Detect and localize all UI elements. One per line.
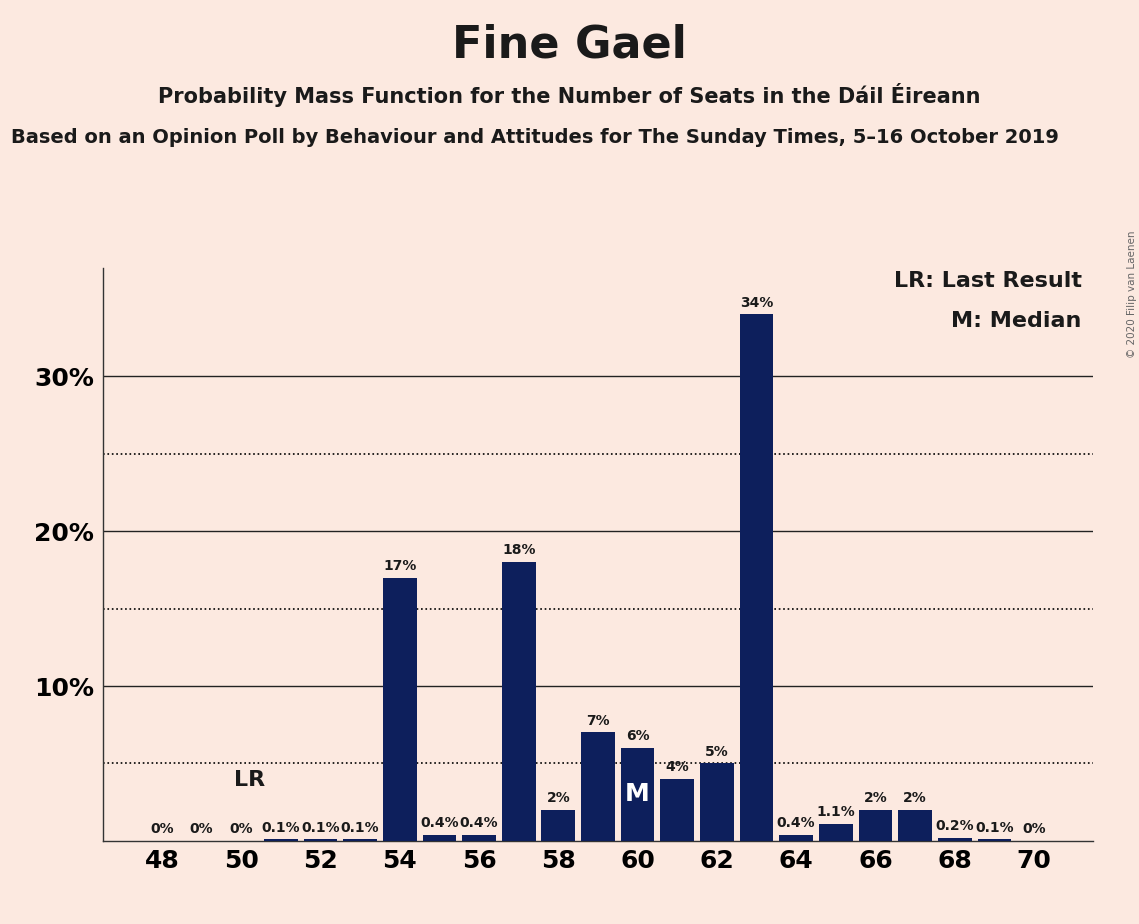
Text: LR: LR <box>233 770 264 790</box>
Bar <box>304 839 337 841</box>
Bar <box>264 839 297 841</box>
Bar <box>621 748 655 841</box>
Bar <box>779 834 813 841</box>
Text: Based on an Opinion Poll by Behaviour and Attitudes for The Sunday Times, 5–16 O: Based on an Opinion Poll by Behaviour an… <box>11 128 1059 147</box>
Text: M: M <box>625 783 650 807</box>
Text: 0%: 0% <box>1022 822 1046 836</box>
Text: 2%: 2% <box>547 791 571 805</box>
Text: 1.1%: 1.1% <box>817 805 855 820</box>
Text: 5%: 5% <box>705 745 729 759</box>
Text: 0.1%: 0.1% <box>262 821 301 834</box>
Text: 0.1%: 0.1% <box>975 821 1014 834</box>
Bar <box>859 809 892 841</box>
Bar <box>661 779 694 841</box>
Bar <box>899 809 932 841</box>
Bar <box>819 824 853 841</box>
Text: © 2020 Filip van Laenen: © 2020 Filip van Laenen <box>1126 231 1137 359</box>
Text: 34%: 34% <box>740 296 773 310</box>
Text: 0.2%: 0.2% <box>935 819 974 833</box>
Text: Probability Mass Function for the Number of Seats in the Dáil Éireann: Probability Mass Function for the Number… <box>158 83 981 107</box>
Bar <box>977 839 1011 841</box>
Bar <box>462 834 495 841</box>
Text: 0%: 0% <box>150 822 174 836</box>
Bar <box>502 562 535 841</box>
Text: 0%: 0% <box>229 822 253 836</box>
Bar <box>423 834 457 841</box>
Bar <box>343 839 377 841</box>
Bar <box>541 809 575 841</box>
Text: 0.4%: 0.4% <box>460 816 499 830</box>
Text: 6%: 6% <box>625 729 649 743</box>
Text: 18%: 18% <box>502 543 535 557</box>
Text: 2%: 2% <box>863 791 887 805</box>
Text: M: Median: M: Median <box>951 311 1082 332</box>
Text: 17%: 17% <box>383 559 417 573</box>
Bar <box>700 763 734 841</box>
Text: 0.1%: 0.1% <box>341 821 379 834</box>
Text: 0.4%: 0.4% <box>777 816 816 830</box>
Bar <box>937 838 972 841</box>
Text: 0.4%: 0.4% <box>420 816 459 830</box>
Text: 0.1%: 0.1% <box>301 821 339 834</box>
Text: Fine Gael: Fine Gael <box>452 23 687 67</box>
Text: 0%: 0% <box>190 822 213 836</box>
Text: 2%: 2% <box>903 791 927 805</box>
Bar <box>581 733 615 841</box>
Bar <box>739 314 773 841</box>
Text: 4%: 4% <box>665 760 689 774</box>
Bar <box>383 578 417 841</box>
Text: 7%: 7% <box>587 714 609 728</box>
Text: LR: Last Result: LR: Last Result <box>894 271 1082 291</box>
